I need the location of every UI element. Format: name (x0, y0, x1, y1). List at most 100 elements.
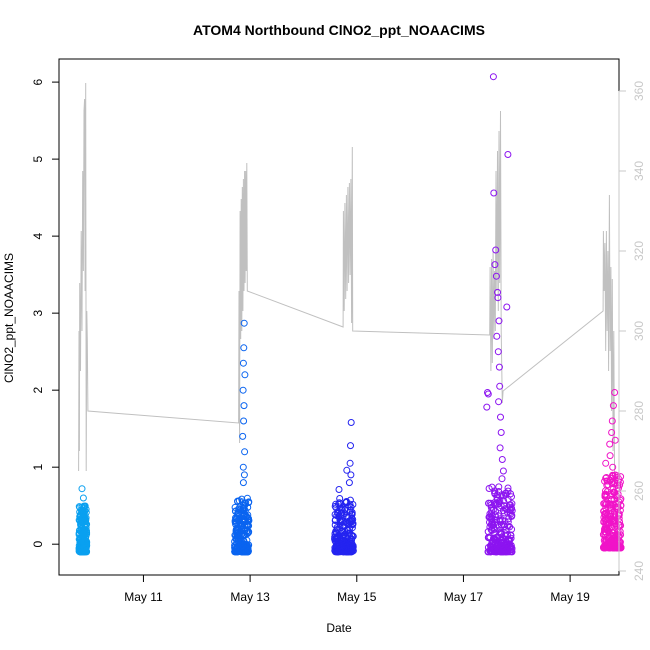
data-point (499, 467, 507, 475)
y-axis: 0 1 2 3 4 5 6 (31, 78, 60, 548)
y-tick-label: 0 (31, 541, 45, 548)
chart-title: ATOM4 Northbound ClNO2_ppt_NOAACIMS (193, 22, 485, 38)
data-point (504, 151, 512, 158)
data-point (601, 510, 609, 518)
series-1 (75, 485, 91, 556)
data-point (79, 494, 87, 502)
scatter-points (75, 73, 625, 556)
data-point (608, 417, 616, 425)
series-3 (331, 419, 357, 556)
data-point (239, 479, 247, 487)
data-point (498, 475, 506, 483)
data-point (336, 495, 344, 502)
data-point (335, 486, 343, 493)
data-point (496, 539, 504, 547)
data-point (503, 303, 511, 311)
data-point (616, 496, 624, 504)
secondary-line (78, 82, 616, 484)
data-point (76, 517, 84, 525)
data-point (603, 492, 611, 500)
data-point (606, 452, 614, 460)
data-point (343, 526, 351, 534)
data-point (346, 507, 354, 514)
data-point (502, 535, 510, 543)
y2-tick-label: 340 (632, 161, 646, 181)
series-4 (483, 73, 516, 556)
data-point (343, 466, 351, 474)
data-point (495, 363, 503, 371)
x-axis-label: Date (326, 621, 352, 635)
data-point (231, 503, 239, 511)
data-point (241, 448, 249, 456)
data-point (238, 511, 246, 519)
data-point (604, 477, 612, 485)
data-point (344, 513, 352, 521)
data-point (241, 526, 249, 534)
data-point (494, 288, 501, 296)
data-point (616, 528, 624, 536)
data-point (609, 544, 617, 552)
x-tick-label: May 13 (230, 590, 270, 604)
data-point (504, 531, 511, 539)
data-point (498, 456, 506, 463)
data-point (606, 440, 614, 448)
data-point (486, 523, 494, 531)
x-tick-label: May 15 (337, 590, 377, 604)
data-point (609, 485, 617, 493)
data-point (498, 491, 506, 499)
data-point (487, 513, 495, 521)
data-point (235, 536, 242, 544)
y2-tick-label: 360 (632, 81, 646, 101)
x-tick-label: May 17 (444, 590, 484, 604)
y2-axis: 240 260 280 300 320 340 360 (618, 81, 646, 581)
data-point (240, 319, 248, 327)
data-point (496, 515, 504, 523)
data-point (604, 499, 612, 507)
data-point (78, 548, 86, 556)
data-point (244, 543, 251, 551)
data-point (611, 389, 619, 396)
data-point (483, 403, 491, 411)
data-point (601, 528, 609, 536)
data-point (331, 544, 339, 552)
data-point (609, 526, 617, 534)
y-tick-label: 5 (31, 155, 45, 162)
data-point (332, 500, 340, 508)
data-point (240, 344, 248, 352)
data-point (503, 505, 511, 513)
data-point (337, 518, 345, 526)
data-point (611, 517, 619, 525)
x-tick-label: May 19 (550, 590, 590, 604)
data-point (78, 485, 86, 493)
data-point (336, 517, 344, 525)
data-point (333, 536, 341, 544)
data-point (338, 506, 346, 514)
data-point (608, 535, 616, 543)
data-point (489, 73, 497, 81)
data-point (232, 548, 240, 556)
data-point (609, 488, 617, 496)
data-point (602, 474, 610, 481)
data-point (233, 529, 241, 536)
data-point (337, 504, 345, 512)
data-point (494, 545, 502, 553)
data-point (492, 246, 500, 254)
data-point (346, 459, 354, 467)
y-tick-label: 6 (31, 78, 45, 85)
data-point (609, 402, 617, 410)
data-point (496, 444, 504, 452)
y-tick-label: 1 (31, 464, 45, 471)
data-point (349, 532, 357, 540)
data-point (245, 515, 252, 523)
data-point (494, 348, 502, 356)
data-point (495, 483, 503, 491)
data-point (347, 471, 355, 479)
data-point (502, 491, 510, 499)
data-point (492, 500, 500, 508)
y2-tick-label: 320 (632, 241, 646, 261)
data-point (508, 546, 516, 553)
data-point (232, 514, 239, 522)
data-point (498, 547, 506, 554)
